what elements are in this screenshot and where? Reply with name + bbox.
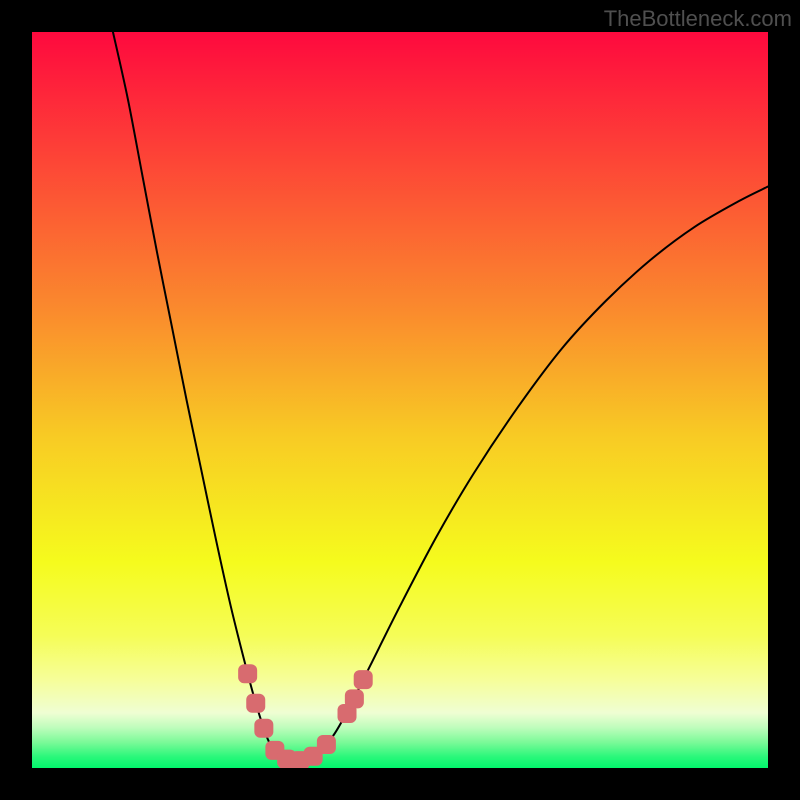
- curve-marker: [246, 694, 265, 713]
- plot-background: [32, 32, 768, 768]
- curve-marker: [317, 735, 336, 754]
- curve-marker: [238, 664, 257, 683]
- bottleneck-chart: [0, 0, 800, 800]
- curve-marker: [354, 670, 373, 689]
- curve-marker: [254, 719, 273, 738]
- watermark-text: TheBottleneck.com: [604, 6, 792, 32]
- chart-stage: TheBottleneck.com: [0, 0, 800, 800]
- curve-marker: [345, 689, 364, 708]
